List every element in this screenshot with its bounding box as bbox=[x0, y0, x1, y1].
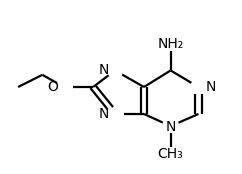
Text: N: N bbox=[166, 120, 176, 134]
Text: CH₃: CH₃ bbox=[158, 147, 183, 161]
Text: NH₂: NH₂ bbox=[158, 37, 184, 51]
Text: O: O bbox=[47, 80, 58, 94]
Text: N: N bbox=[98, 64, 109, 77]
Text: N: N bbox=[98, 107, 109, 121]
Text: N: N bbox=[206, 80, 216, 94]
